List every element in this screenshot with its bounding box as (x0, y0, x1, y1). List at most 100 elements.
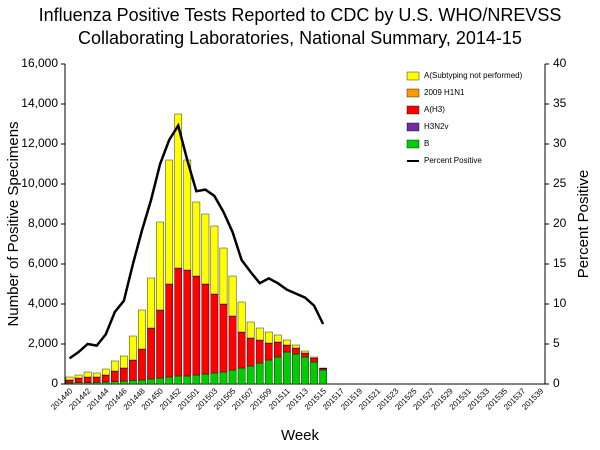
bar-segment (147, 328, 155, 380)
bar-segment (219, 247, 228, 305)
bar-segment (147, 277, 155, 329)
bar-segment (264, 359, 273, 385)
bar-segment (92, 372, 101, 378)
bar-segment (65, 380, 74, 384)
bar-segment (283, 339, 291, 346)
bar-segment (183, 159, 192, 271)
y2-tick-label: 30 (553, 136, 567, 150)
bar-segment (228, 316, 237, 371)
chart-title: Influenza Positive Tests Reported to CDC… (39, 5, 562, 25)
bar-segment (120, 380, 128, 385)
legend-swatch (406, 88, 420, 98)
y2-tick-label: 20 (553, 216, 567, 230)
y2-tick-label: 40 (553, 56, 567, 70)
legend-swatch (406, 105, 420, 115)
bar-segment (292, 353, 300, 385)
legend-swatch (406, 122, 420, 132)
bar-segment (283, 345, 291, 353)
bar-segment (174, 268, 183, 377)
bar-segment (65, 376, 74, 381)
bar-segment (201, 284, 210, 375)
y2-tick-label: 35 (553, 96, 567, 110)
bar-segment (110, 371, 119, 382)
bar-segment (310, 358, 318, 363)
bar-segment (129, 380, 137, 385)
legend-label: B (424, 139, 429, 148)
legend-label: Percent Positive (424, 156, 482, 165)
bar-segment (310, 361, 318, 385)
y-tick-label: 10,000 (21, 176, 58, 190)
bar-segment (174, 375, 183, 385)
bar-segment (301, 356, 309, 385)
bar-segment (219, 371, 228, 385)
bar-segment (129, 335, 137, 361)
bar-segment (228, 369, 237, 385)
legend-label: H3N2v (424, 122, 448, 131)
bar-segment (210, 294, 219, 374)
bar-segment (192, 201, 201, 277)
bar-segment (292, 348, 300, 355)
bar-segment (192, 374, 201, 385)
y-tick-label: 2,000 (28, 336, 58, 350)
y-tick-label: 12,000 (21, 136, 58, 150)
bar-segment (255, 327, 264, 341)
bar-segment (183, 270, 192, 377)
bar-segment (283, 351, 291, 385)
bar-segment (319, 369, 327, 385)
bar-segment (129, 360, 137, 381)
bar-segment (237, 301, 246, 333)
bar-segment (120, 368, 128, 382)
bar-segment (274, 356, 282, 385)
bar-segment (110, 360, 119, 372)
y-tick-label: 6,000 (28, 256, 58, 270)
bar-segment (101, 381, 110, 385)
y-tick-label: 14,000 (21, 96, 58, 110)
y2-tick-label: 10 (553, 296, 567, 310)
legend-label: A(H3) (424, 105, 445, 114)
legend-label: 2009 H1N1 (424, 88, 465, 97)
y-axis-title: Number of Positive Specimens (5, 121, 22, 326)
bar-segment (156, 377, 164, 385)
bar-segment (237, 332, 246, 369)
bar-segment (192, 276, 201, 376)
bar-segment (319, 368, 327, 371)
y2-tick-label: 0 (553, 376, 560, 390)
bar-segment (101, 368, 110, 376)
bar-segment (92, 382, 101, 385)
bar-segment (174, 113, 183, 269)
bar-segment (301, 353, 309, 358)
bar-segment (274, 334, 282, 343)
bar-segment (201, 213, 210, 285)
y-tick-label: 8,000 (28, 216, 58, 230)
bar-segment (264, 331, 273, 344)
bar-segment (138, 379, 146, 385)
bar-segment (246, 338, 255, 367)
bar-segment (274, 342, 282, 358)
y2-tick-label: 5 (553, 336, 560, 350)
bar-segment (156, 221, 164, 311)
bar-segment (201, 373, 210, 385)
bar-segment (147, 378, 155, 385)
bar-segment (165, 376, 173, 385)
bar-segment (138, 309, 146, 350)
bar-segment (165, 284, 173, 378)
bar-segment (183, 375, 192, 385)
bar-segment (120, 355, 128, 369)
bar-segment (83, 377, 92, 383)
bar-segment (264, 343, 273, 361)
bar-segment (301, 350, 309, 354)
bar-segment (110, 381, 119, 385)
line-series (68, 122, 325, 360)
y2-tick-label: 25 (553, 176, 567, 190)
bar-segment (292, 344, 300, 349)
bar-segment (219, 304, 228, 373)
y-tick-label: 0 (51, 376, 58, 390)
y2-tick-label: 15 (553, 256, 567, 270)
bar-segment (228, 275, 237, 317)
bar-segment (165, 159, 173, 285)
bar-segment (210, 372, 219, 385)
bar-segment (246, 365, 255, 385)
bar-segment (255, 362, 264, 385)
